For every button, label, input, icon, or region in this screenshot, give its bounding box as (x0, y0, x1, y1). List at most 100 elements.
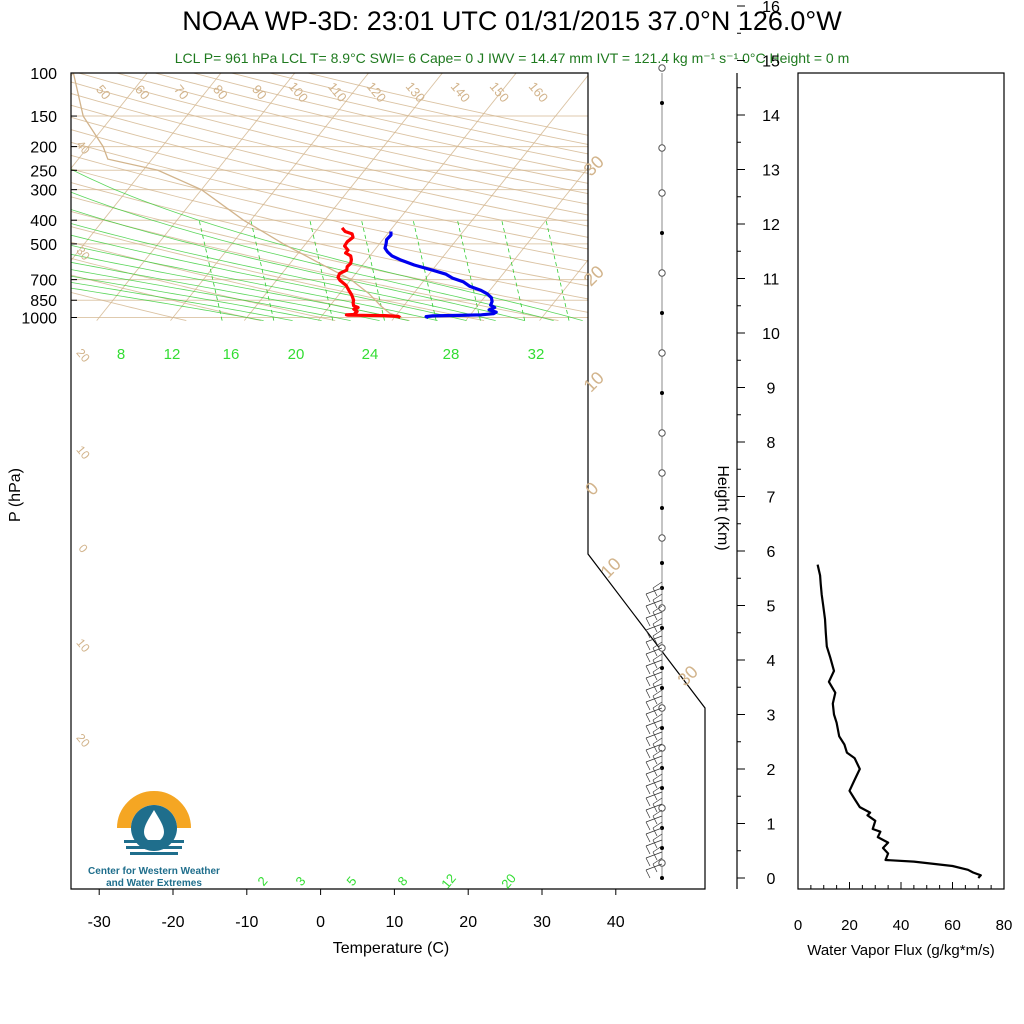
wind-station-circle (658, 534, 666, 542)
upper-right-mask (588, 73, 705, 708)
moist-adiabat-line (71, 168, 583, 321)
wind-station-dot (660, 686, 664, 690)
wind-barb-flag (645, 737, 651, 747)
wind-barb (645, 623, 663, 631)
temperature-tick-label: -30 (88, 914, 111, 931)
wind-barb (652, 677, 663, 685)
wind-station-circle (658, 429, 666, 437)
flux-panel-frame (797, 72, 1005, 890)
wind-station-dot (660, 506, 664, 510)
logo-caption-line-2: and Water Extremes (106, 878, 202, 889)
wind-barb-flag (652, 587, 658, 597)
wind-barb (645, 707, 663, 715)
wind-station-circle (658, 144, 666, 152)
wind-barb-flag (645, 713, 651, 723)
wind-barb-flag (645, 665, 651, 675)
skew-t-frame (70, 72, 706, 890)
cw3e-logo (84, 784, 224, 894)
mixing-ratio-line (361, 220, 385, 321)
wind-barb-flag (645, 761, 651, 771)
wind-barb-flag (645, 773, 651, 783)
wind-barb (645, 587, 663, 595)
moist-adiabat-line (71, 269, 351, 321)
dry-adiabat-line (71, 291, 187, 322)
flux-x-axis-label: Water Vapor Flux (g/kg*m/s) (807, 942, 995, 959)
wind-barb-flag (652, 611, 658, 621)
chart-title: NOAA WP-3D: 23:01 UTC 01/31/2015 37.0°N … (182, 6, 842, 36)
wind-barb-flag (645, 785, 651, 795)
wind-barb (645, 779, 663, 787)
height-tick-label: 14 (762, 108, 780, 125)
wind-barb-flag (645, 605, 651, 615)
isotherm-line (170, 73, 369, 321)
wind-barb-flag (645, 689, 651, 699)
wind-barb-flag (652, 599, 658, 609)
wind-barb (645, 647, 663, 655)
dry-adiabat-line (71, 154, 705, 296)
flux-tick-label: 40 (893, 917, 910, 934)
height-tick-label: 13 (762, 163, 780, 180)
dewpoint-line (383, 231, 498, 319)
isotherm-line (317, 73, 517, 321)
wind-barb (645, 791, 663, 799)
wind-barb (652, 701, 663, 709)
wind-barb (645, 743, 663, 751)
wind-barb-flag (652, 839, 658, 849)
wind-station-circle (658, 349, 666, 357)
wind-barb (652, 761, 663, 769)
mixing-ratio-bottom-label: 12 (438, 871, 459, 892)
pressure-tick-label: 850 (30, 293, 57, 310)
temperature-tick-label: 30 (533, 914, 551, 931)
moist-adiabat-line (71, 223, 496, 321)
height-tick-label: 8 (767, 435, 776, 452)
height-axis-label: Height (Km) (714, 465, 731, 550)
dry-adiabat-line (71, 274, 261, 322)
wind-barb (645, 851, 663, 859)
wind-barb-flag (645, 845, 651, 855)
dry-adiabat-label: 50 (93, 82, 114, 103)
wind-barb (645, 863, 663, 871)
isotherm-label-left: 10 (73, 443, 93, 462)
height-tick-label: 12 (762, 217, 780, 234)
flux-tick-label: 60 (944, 917, 961, 934)
mixing-ratio-label: 32 (528, 346, 545, 363)
wind-barb (652, 581, 663, 589)
wind-barb-flag (652, 779, 658, 789)
wind-barb-flag (645, 617, 651, 627)
mixing-ratio-label: 28 (443, 346, 460, 363)
wind-station-dot (660, 391, 664, 395)
moist-adiabat-line (71, 244, 438, 321)
flux-tick-label: 0 (794, 917, 802, 934)
height-tick-label: 11 (763, 272, 780, 289)
wind-barb (652, 821, 663, 829)
wind-barb-flag (645, 677, 651, 687)
wind-barb-flag (645, 809, 651, 819)
wind-station-circle (658, 469, 666, 477)
wind-barb-flag (652, 791, 658, 801)
wind-barb-flag (652, 719, 658, 729)
dry-adiabat-line (71, 257, 336, 322)
wind-barb (645, 731, 663, 739)
moist-adiabat-line (71, 234, 467, 321)
flux-tick-label: 80 (996, 917, 1013, 934)
wind-barb (652, 689, 663, 697)
wind-barb-flag (645, 869, 651, 879)
wind-station-circle (658, 604, 666, 612)
dry-adiabat-line (116, 73, 705, 207)
wind-barb-flag (652, 815, 658, 825)
mixing-ratio-bottom-label: 2 (254, 874, 270, 889)
wind-barb (645, 839, 663, 847)
height-tick-label: 6 (767, 544, 776, 561)
wind-station-circle (658, 64, 666, 72)
wind-barb-flag (645, 821, 651, 831)
dry-adiabat-line (71, 141, 705, 284)
height-tick-label: 1 (767, 817, 776, 834)
mixing-ratio-line (457, 220, 481, 321)
wind-station-circle (658, 859, 666, 867)
height-tick-label: 10 (762, 326, 780, 343)
wind-barb-flag (645, 857, 651, 867)
isotherm-line (391, 73, 591, 321)
wind-barb (652, 605, 663, 613)
logo-caption-line-1: Center for Western Weather (88, 866, 220, 877)
wind-barb-flag (645, 833, 651, 843)
